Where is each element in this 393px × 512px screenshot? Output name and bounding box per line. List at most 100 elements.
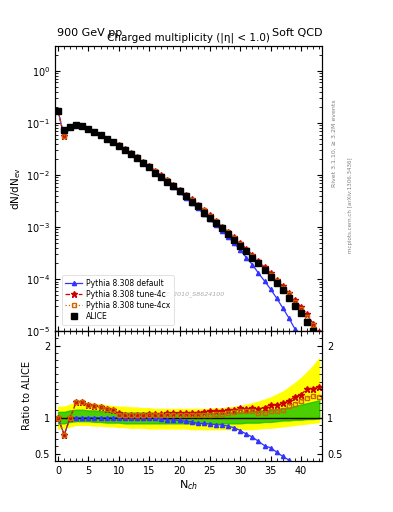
ALICE — [256, 261, 261, 267]
Pythia 8.308 default — [317, 388, 321, 394]
Pythia 8.308 default — [244, 254, 249, 261]
Pythia 8.308 tune-4c — [305, 311, 309, 317]
Pythia 8.308 tune-4c — [68, 124, 73, 131]
Pythia 8.308 default — [123, 147, 127, 153]
Pythia 8.308 tune-4cx — [141, 159, 145, 165]
ALICE — [226, 231, 230, 237]
Pythia 8.308 tune-4c — [177, 187, 182, 193]
Pythia 8.308 tune-4c — [116, 142, 121, 148]
ALICE — [268, 274, 273, 280]
Pythia 8.308 default — [226, 234, 230, 240]
Pythia 8.308 tune-4c — [135, 154, 140, 160]
Pythia 8.308 tune-4cx — [220, 224, 224, 230]
Pythia 8.308 tune-4c — [238, 240, 242, 246]
Pythia 8.308 tune-4cx — [135, 154, 140, 160]
Pythia 8.308 tune-4c — [189, 196, 194, 202]
ALICE — [68, 124, 73, 131]
Pythia 8.308 tune-4cx — [305, 314, 309, 320]
ALICE — [250, 254, 255, 261]
Pythia 8.308 default — [56, 108, 61, 114]
Pythia 8.308 tune-4c — [153, 168, 158, 174]
ALICE — [135, 155, 140, 161]
Pythia 8.308 tune-4c — [220, 224, 224, 230]
ALICE — [104, 136, 109, 142]
Pythia 8.308 tune-4cx — [165, 177, 170, 183]
Text: Soft QCD: Soft QCD — [272, 28, 322, 38]
Pythia 8.308 tune-4c — [268, 270, 273, 276]
Pythia 8.308 default — [74, 122, 79, 128]
Pythia 8.308 default — [238, 247, 242, 253]
Title: Charged multiplicity (|η| < 1.0): Charged multiplicity (|η| < 1.0) — [107, 33, 270, 43]
ALICE — [141, 160, 145, 166]
X-axis label: N$_{ch}$: N$_{ch}$ — [179, 478, 198, 492]
Pythia 8.308 tune-4cx — [74, 122, 79, 128]
ALICE — [286, 294, 291, 301]
Pythia 8.308 default — [292, 326, 297, 332]
Pythia 8.308 default — [305, 353, 309, 359]
Pythia 8.308 default — [147, 164, 152, 170]
Pythia 8.308 tune-4cx — [171, 182, 176, 188]
Pythia 8.308 default — [268, 286, 273, 292]
Pythia 8.308 default — [286, 315, 291, 321]
Pythia 8.308 default — [274, 295, 279, 301]
Pythia 8.308 tune-4cx — [110, 138, 115, 144]
Pythia 8.308 default — [262, 278, 267, 284]
Pythia 8.308 tune-4cx — [123, 146, 127, 153]
Pythia 8.308 tune-4cx — [232, 235, 237, 241]
Pythia 8.308 tune-4cx — [129, 151, 133, 157]
Pythia 8.308 default — [183, 195, 188, 201]
Pythia 8.308 tune-4c — [147, 163, 152, 169]
Pythia 8.308 tune-4c — [317, 329, 321, 335]
ALICE — [98, 132, 103, 138]
Pythia 8.308 tune-4cx — [189, 197, 194, 203]
Pythia 8.308 tune-4cx — [286, 291, 291, 297]
Pythia 8.308 tune-4cx — [86, 126, 91, 132]
Pythia 8.308 default — [104, 136, 109, 142]
ALICE — [274, 280, 279, 286]
Pythia 8.308 tune-4cx — [68, 124, 73, 131]
ALICE — [165, 179, 170, 185]
Pythia 8.308 tune-4c — [183, 191, 188, 198]
Line: ALICE: ALICE — [55, 108, 322, 343]
Pythia 8.308 default — [116, 143, 121, 149]
Pythia 8.308 tune-4cx — [195, 202, 200, 208]
Pythia 8.308 tune-4c — [244, 246, 249, 252]
Pythia 8.308 tune-4c — [56, 108, 61, 114]
Line: Pythia 8.308 tune-4c: Pythia 8.308 tune-4c — [55, 108, 322, 335]
Pythia 8.308 tune-4cx — [104, 136, 109, 142]
Legend: Pythia 8.308 default, Pythia 8.308 tune-4c, Pythia 8.308 tune-4cx, ALICE: Pythia 8.308 default, Pythia 8.308 tune-… — [62, 275, 174, 325]
Line: Pythia 8.308 default: Pythia 8.308 default — [56, 109, 321, 393]
Pythia 8.308 tune-4cx — [208, 214, 212, 220]
Pythia 8.308 tune-4cx — [98, 132, 103, 138]
ALICE — [244, 248, 249, 254]
Pythia 8.308 tune-4c — [80, 123, 85, 129]
Pythia 8.308 tune-4cx — [147, 163, 152, 169]
Pythia 8.308 tune-4cx — [92, 129, 97, 135]
Pythia 8.308 tune-4c — [62, 134, 66, 140]
ALICE — [62, 127, 66, 134]
Pythia 8.308 default — [80, 123, 85, 129]
ALICE — [214, 220, 219, 226]
Pythia 8.308 tune-4c — [165, 177, 170, 183]
Y-axis label: Ratio to ALICE: Ratio to ALICE — [22, 361, 32, 431]
Pythia 8.308 tune-4cx — [292, 298, 297, 305]
Pythia 8.308 tune-4cx — [226, 229, 230, 235]
Pythia 8.308 tune-4cx — [153, 168, 158, 174]
ALICE — [220, 225, 224, 231]
Text: ALICE_2010_S8624100: ALICE_2010_S8624100 — [152, 291, 225, 297]
Pythia 8.308 tune-4cx — [202, 207, 206, 214]
ALICE — [171, 183, 176, 189]
Pythia 8.308 default — [98, 132, 103, 138]
Pythia 8.308 tune-4c — [250, 252, 255, 258]
ALICE — [147, 164, 152, 170]
Pythia 8.308 tune-4c — [92, 129, 97, 135]
ALICE — [262, 267, 267, 273]
Pythia 8.308 tune-4cx — [159, 173, 163, 179]
Pythia 8.308 tune-4cx — [262, 265, 267, 271]
Pythia 8.308 tune-4c — [299, 304, 303, 310]
ALICE — [238, 243, 242, 249]
Text: Rivet 3.1.10, ≥ 3.2M events: Rivet 3.1.10, ≥ 3.2M events — [332, 99, 337, 187]
Pythia 8.308 tune-4c — [86, 126, 91, 132]
Pythia 8.308 tune-4cx — [177, 187, 182, 194]
Pythia 8.308 tune-4c — [311, 321, 316, 327]
